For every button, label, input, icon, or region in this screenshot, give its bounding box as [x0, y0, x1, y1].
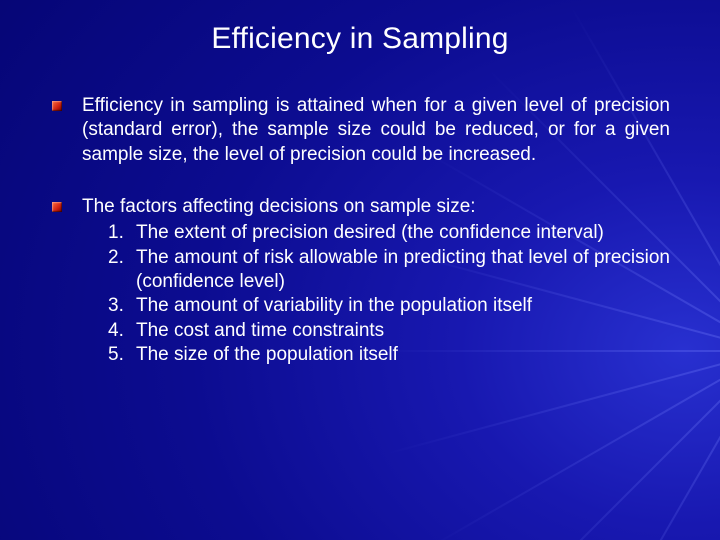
list-text: The extent of precision desired (the con…	[136, 222, 604, 243]
list-number: 5.	[108, 343, 124, 367]
bullet-item: The factors affecting decisions on sampl…	[50, 195, 670, 367]
slide: Efficiency in Sampling Efficiency in sam…	[0, 0, 720, 540]
list-item: 3. The amount of variability in the popul…	[108, 294, 670, 318]
list-text: The amount of variability in the populat…	[136, 295, 532, 316]
list-number: 2.	[108, 246, 124, 270]
list-number: 1.	[108, 221, 124, 245]
list-text: The size of the population itself	[136, 344, 398, 365]
list-text: The cost and time constraints	[136, 320, 384, 341]
bullet-text: Efficiency in sampling is attained when …	[82, 95, 670, 165]
bullet-item: Efficiency in sampling is attained when …	[50, 94, 670, 167]
list-item: 1. The extent of precision desired (the c…	[108, 221, 670, 245]
bullet-list: Efficiency in sampling is attained when …	[50, 94, 670, 367]
list-item: 4. The cost and time constraints	[108, 319, 670, 343]
list-number: 3.	[108, 294, 124, 318]
list-text: The amount of risk allowable in predicti…	[136, 247, 670, 292]
list-item: 2. The amount of risk allowable in predic…	[108, 246, 670, 295]
bullet-icon	[52, 202, 62, 212]
list-number: 4.	[108, 319, 124, 343]
list-item: 5. The size of the population itself	[108, 343, 670, 367]
bullet-icon	[52, 101, 62, 111]
slide-title: Efficiency in Sampling	[50, 22, 670, 56]
bullet-intro: The factors affecting decisions on sampl…	[82, 195, 670, 219]
numbered-list: 1. The extent of precision desired (the c…	[82, 221, 670, 367]
